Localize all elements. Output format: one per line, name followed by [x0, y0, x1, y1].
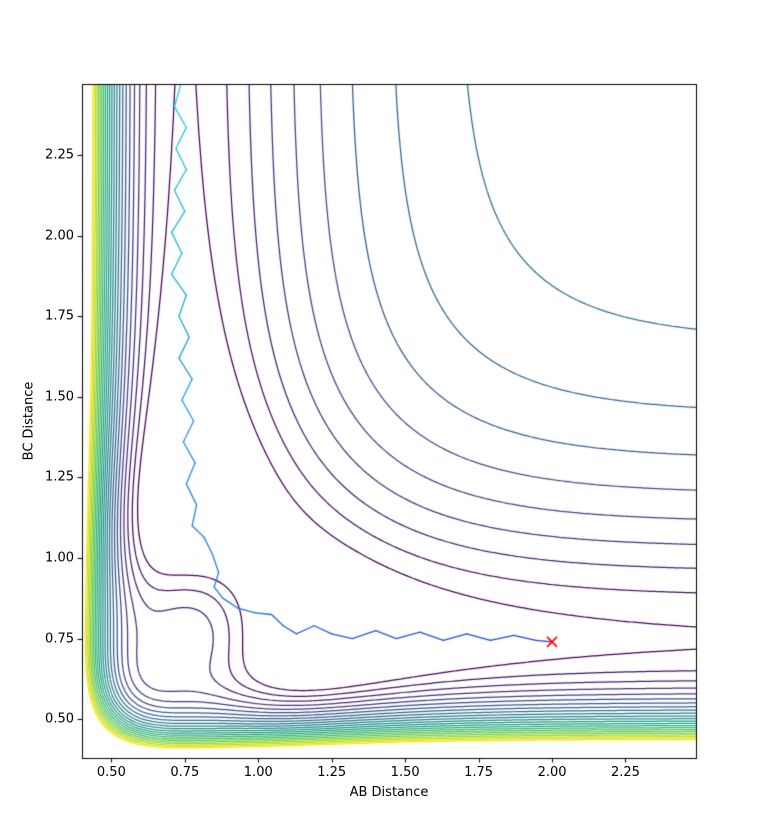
y-tick-label: 1.25: [45, 469, 74, 485]
y-tick-label: 0.50: [45, 711, 74, 727]
x-tick-label: 1.50: [390, 765, 420, 780]
x-tick-label: 1.00: [243, 765, 273, 780]
x-tick-label: 0.50: [96, 765, 126, 780]
y-tick-label: 0.75: [45, 631, 74, 647]
x-tick-label: 2.00: [537, 765, 567, 780]
x-axis-label: AB Distance: [349, 785, 429, 800]
x-tick-label: 2.25: [611, 765, 640, 780]
y-tick-label: 2.00: [45, 228, 74, 244]
y-tick-label: 2.25: [45, 147, 74, 163]
y-tick-label: 1.75: [45, 308, 74, 324]
y-axis-label: BC Distance: [21, 381, 37, 461]
x-tick-label: 1.25: [317, 765, 347, 780]
y-tick-label: 1.50: [45, 389, 74, 405]
x-tick-label: 1.75: [464, 765, 494, 780]
y-tick-label: 1.00: [45, 550, 74, 566]
x-tick-label: 0.75: [170, 765, 200, 780]
